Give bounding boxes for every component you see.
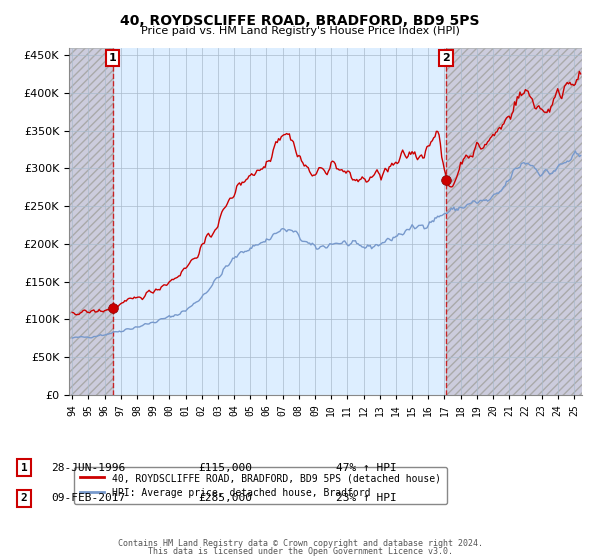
Bar	[446, 48, 582, 395]
Bar	[69, 48, 113, 395]
Text: £115,000: £115,000	[198, 463, 252, 473]
Text: 09-FEB-2017: 09-FEB-2017	[51, 493, 125, 503]
Text: 1: 1	[109, 53, 116, 63]
Text: 40, ROYDSCLIFFE ROAD, BRADFORD, BD9 5PS: 40, ROYDSCLIFFE ROAD, BRADFORD, BD9 5PS	[120, 14, 480, 28]
Legend: 40, ROYDSCLIFFE ROAD, BRADFORD, BD9 5PS (detached house), HPI: Average price, de: 40, ROYDSCLIFFE ROAD, BRADFORD, BD9 5PS …	[74, 468, 446, 504]
Text: £285,000: £285,000	[198, 493, 252, 503]
Text: Price paid vs. HM Land Registry's House Price Index (HPI): Price paid vs. HM Land Registry's House …	[140, 26, 460, 36]
Text: This data is licensed under the Open Government Licence v3.0.: This data is licensed under the Open Gov…	[148, 547, 452, 556]
Text: Contains HM Land Registry data © Crown copyright and database right 2024.: Contains HM Land Registry data © Crown c…	[118, 539, 482, 548]
Text: 2: 2	[442, 53, 450, 63]
Text: 1: 1	[20, 463, 28, 473]
Text: 23% ↑ HPI: 23% ↑ HPI	[336, 493, 397, 503]
Text: 2: 2	[20, 493, 28, 503]
Text: 47% ↑ HPI: 47% ↑ HPI	[336, 463, 397, 473]
Text: 28-JUN-1996: 28-JUN-1996	[51, 463, 125, 473]
